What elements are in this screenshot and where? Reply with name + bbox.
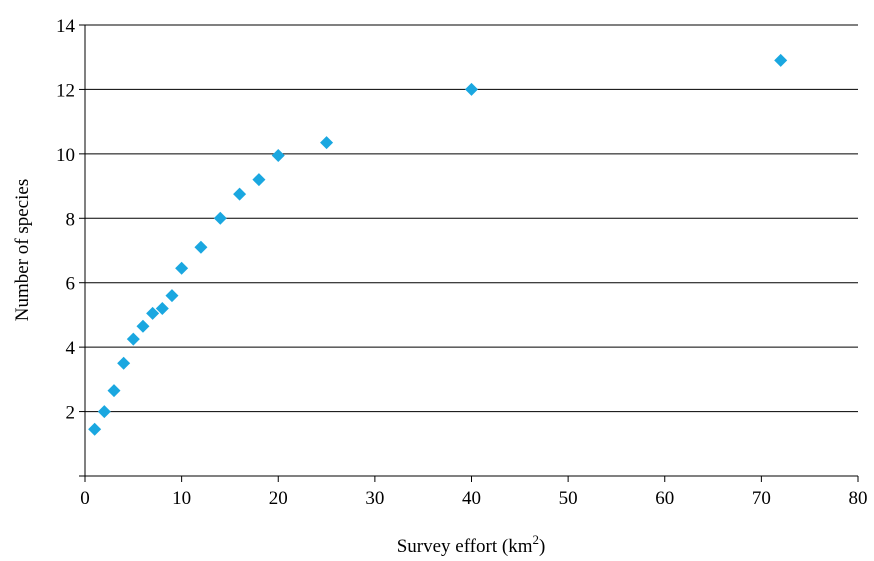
x-axis-title-suffix: ) [539, 536, 545, 557]
data-point [88, 422, 102, 436]
data-point [117, 356, 131, 370]
y-tick-label-10: 10 [56, 145, 75, 166]
data-point [252, 173, 266, 187]
y-tick-label-2: 2 [66, 403, 76, 424]
y-axis-title: Number of species [12, 179, 33, 321]
x-tick-label-10: 10 [172, 488, 191, 509]
data-point [126, 332, 140, 346]
data-point [194, 240, 208, 254]
axes [79, 24, 859, 482]
data-point [165, 289, 179, 303]
data-point [136, 319, 150, 333]
x-tick-label-0: 0 [80, 488, 90, 509]
x-tick-label-60: 60 [655, 488, 674, 509]
y-tick-label-12: 12 [56, 80, 75, 101]
x-axis-title-superscript: 2 [532, 532, 539, 547]
x-axis-title: Survey effort (km2) [397, 532, 546, 557]
y-tick-label-4: 4 [66, 338, 76, 359]
x-tick-label-70: 70 [752, 488, 771, 509]
tick-labels: 2 4 6 8 10 12 14 0 10 20 30 40 50 60 70 80 [56, 16, 868, 509]
x-tick-label-40: 40 [462, 488, 481, 509]
data-point [107, 384, 121, 398]
data-points [88, 53, 788, 436]
y-tick-label-6: 6 [66, 274, 76, 295]
data-point [271, 148, 285, 162]
x-tick-label-30: 30 [365, 488, 384, 509]
data-point [320, 136, 334, 150]
y-tick-label-8: 8 [66, 209, 76, 230]
y-tick-label-14: 14 [56, 16, 76, 37]
data-point [146, 306, 160, 320]
x-tick-label-80: 80 [849, 488, 868, 509]
data-point [175, 261, 189, 275]
data-point [774, 53, 788, 67]
data-point [155, 301, 169, 315]
x-tick-label-50: 50 [559, 488, 578, 509]
x-axis-title-main: Survey effort (km [397, 536, 533, 557]
x-tick-label-20: 20 [269, 488, 288, 509]
data-point [97, 405, 111, 419]
data-point [233, 187, 247, 201]
data-point [213, 211, 227, 225]
data-point [465, 82, 478, 96]
